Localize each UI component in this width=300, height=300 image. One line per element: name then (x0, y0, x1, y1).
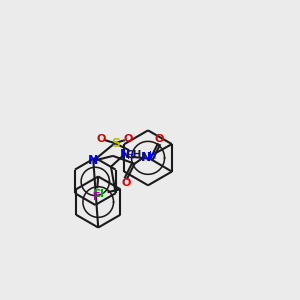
Text: O: O (121, 178, 130, 188)
Text: H: H (148, 151, 156, 161)
Text: F: F (92, 192, 100, 202)
Text: Cl: Cl (93, 189, 105, 199)
Text: N: N (141, 152, 152, 164)
Text: N: N (119, 148, 130, 161)
Text: O: O (97, 134, 106, 144)
Text: S: S (111, 136, 120, 150)
Text: O: O (154, 134, 164, 144)
Text: H: H (127, 151, 134, 161)
Text: CH₃: CH₃ (125, 150, 146, 160)
Text: N: N (88, 154, 98, 167)
Text: O: O (124, 134, 133, 144)
